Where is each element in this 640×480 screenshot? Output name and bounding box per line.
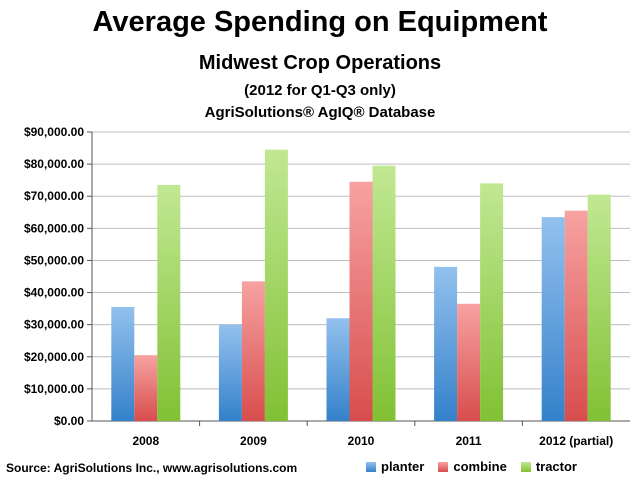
- y-tick-label: $40,000.00: [24, 286, 84, 300]
- chart-note-database: AgriSolutions® AgIQ® Database: [204, 104, 436, 121]
- legend-item-planter: planter: [366, 459, 424, 474]
- legend-label-planter: planter: [381, 459, 425, 474]
- y-tick-label: $70,000.00: [24, 189, 84, 203]
- source-note: Source: AgriSolutions Inc., www.agrisolu…: [6, 461, 298, 475]
- y-tick-label: $0.00: [54, 414, 84, 428]
- bar-planter: [111, 307, 135, 421]
- y-tick-label: $80,000.00: [24, 157, 84, 171]
- bar-tractor: [480, 183, 504, 421]
- bar-planter: [541, 217, 565, 421]
- y-tick-label: $90,000.00: [24, 125, 84, 139]
- bar-combine: [349, 181, 373, 421]
- legend-swatch-combine: [438, 461, 449, 472]
- bar-combine: [241, 281, 265, 421]
- bar-combine: [564, 210, 588, 421]
- bar-planter: [434, 266, 458, 421]
- bar-planter: [218, 324, 242, 421]
- legend-label-combine: combine: [453, 459, 507, 474]
- bar-tractor: [157, 184, 181, 421]
- bar-combine: [457, 303, 481, 421]
- legend: planter combine tractor: [366, 459, 577, 474]
- y-tick-label: $30,000.00: [24, 318, 84, 332]
- bar-combine: [134, 355, 158, 421]
- bar-tractor: [372, 165, 396, 421]
- x-tick-label: 2008: [132, 434, 159, 448]
- chart-subtitle: Midwest Crop Operations: [198, 52, 442, 74]
- chart-title: Average Spending on Equipment: [92, 6, 548, 38]
- y-tick-label: $60,000.00: [24, 221, 84, 235]
- x-tick-label: 2010: [348, 434, 375, 448]
- chart-note-period: (2012 for Q1-Q3 only): [244, 82, 396, 99]
- bar-tractor: [587, 194, 611, 421]
- legend-swatch-planter: [366, 461, 376, 472]
- y-tick-label: $20,000.00: [24, 350, 84, 364]
- legend-label-tractor: tractor: [535, 459, 577, 474]
- legend-item-combine: combine: [438, 459, 507, 474]
- legend-swatch-tractor: [520, 461, 531, 472]
- legend-item-tractor: tractor: [520, 459, 577, 474]
- x-tick-label: 2011: [456, 434, 482, 448]
- bar-tractor: [264, 149, 288, 421]
- bar-planter: [326, 318, 350, 421]
- y-tick-label: $10,000.00: [24, 382, 84, 396]
- x-tick-label: 2009: [240, 434, 267, 448]
- y-tick-label: $50,000.00: [24, 253, 84, 267]
- x-tick-label: 2012 (partial): [539, 434, 613, 448]
